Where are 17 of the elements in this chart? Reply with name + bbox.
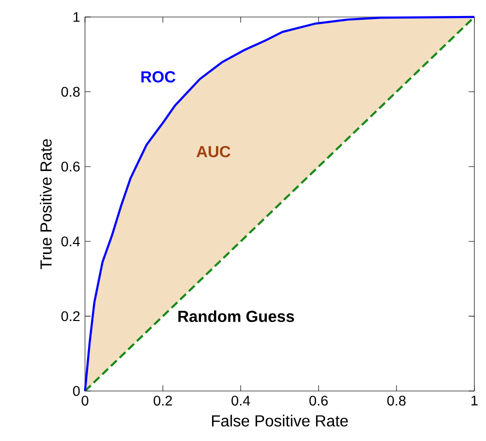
x-tick-label: 1 [472, 396, 478, 406]
annotation: AUC [196, 146, 230, 158]
y-tick-label: 0.2 [61, 311, 80, 322]
x-tick-label: 0.6 [309, 396, 328, 406]
x-tick-label: 0 [82, 396, 88, 406]
x-tick-label: 0.4 [232, 396, 250, 406]
series-label: Random Guess [178, 310, 294, 322]
x-axis-title: False Positive Rate [212, 414, 348, 427]
y-tick-label: 0.4 [61, 236, 80, 246]
y-tick-label: 1 [74, 12, 80, 22]
series-label: ROC [141, 71, 176, 82]
x-tick-label: 0.8 [387, 396, 406, 406]
y-tick-label: 0.6 [61, 162, 80, 172]
x-tick-label: 0.2 [154, 396, 172, 406]
y-axis-title: True Positive Rate [40, 139, 52, 270]
y-tick-label: 0.8 [61, 86, 80, 97]
y-tick-label: 0 [73, 386, 80, 396]
